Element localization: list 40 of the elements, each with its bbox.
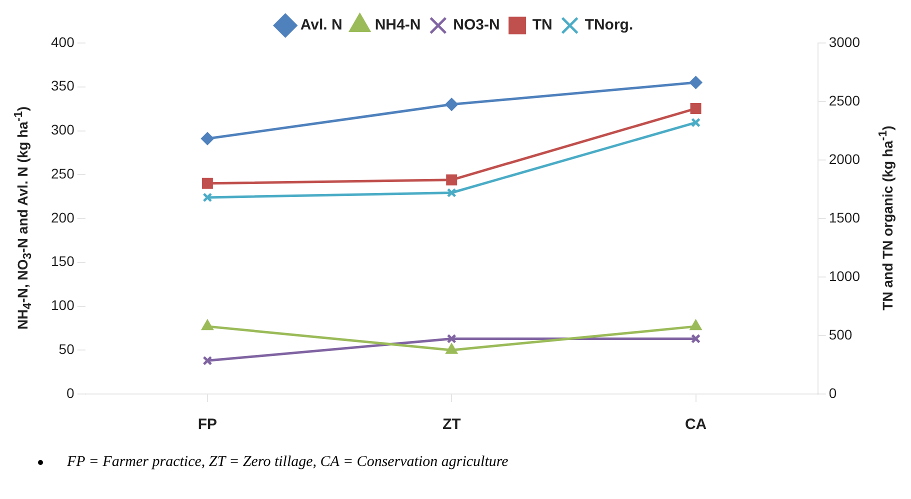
point	[202, 320, 214, 330]
point	[690, 334, 701, 344]
x-tick-label: FP	[198, 416, 218, 434]
legend-label: TNorg.	[584, 16, 634, 34]
point	[202, 356, 212, 366]
point	[690, 320, 702, 330]
y-tick-label: 200	[51, 209, 75, 226]
y-tick-label: 350	[51, 78, 75, 94]
point	[690, 118, 701, 128]
y-tick-label: 300	[51, 122, 75, 138]
legend-label: TN	[532, 16, 552, 34]
y2-tick-label: 1000	[828, 268, 860, 284]
x-tick-label: CA	[684, 416, 707, 434]
point	[446, 188, 456, 198]
x-tick-label: ZT	[442, 416, 461, 434]
legend-label: NH4-N	[374, 16, 421, 34]
y2-tick-label: 500	[828, 326, 852, 342]
y-tick-label: 50	[58, 340, 75, 357]
legend-label: Avl. N	[300, 16, 342, 34]
y-tick-label: 0	[66, 384, 75, 401]
y2-tick-label: 1500	[828, 209, 860, 226]
point	[446, 334, 456, 344]
point	[446, 174, 458, 186]
y2-tick-label: 2500	[828, 92, 860, 108]
point	[690, 76, 702, 89]
y2-tick-label: 2000	[828, 150, 860, 167]
point	[446, 344, 458, 354]
y-tick-label: 150	[51, 253, 75, 270]
point	[202, 192, 212, 202]
text: FP = Farmer practice, ZT = Zero tillage, CA = Conservation agriculture	[67, 454, 508, 471]
y-tick-label: 400	[51, 34, 75, 50]
point	[445, 98, 458, 111]
point	[202, 178, 213, 189]
y-tick-label: 250	[51, 165, 75, 182]
y2-tick-label: 0	[828, 384, 837, 401]
y-tick-label: 100	[51, 297, 75, 314]
legend-label: NO3-N	[453, 16, 500, 34]
point	[201, 132, 214, 145]
y2-tick-label: 3000	[828, 34, 860, 50]
point	[690, 103, 702, 114]
